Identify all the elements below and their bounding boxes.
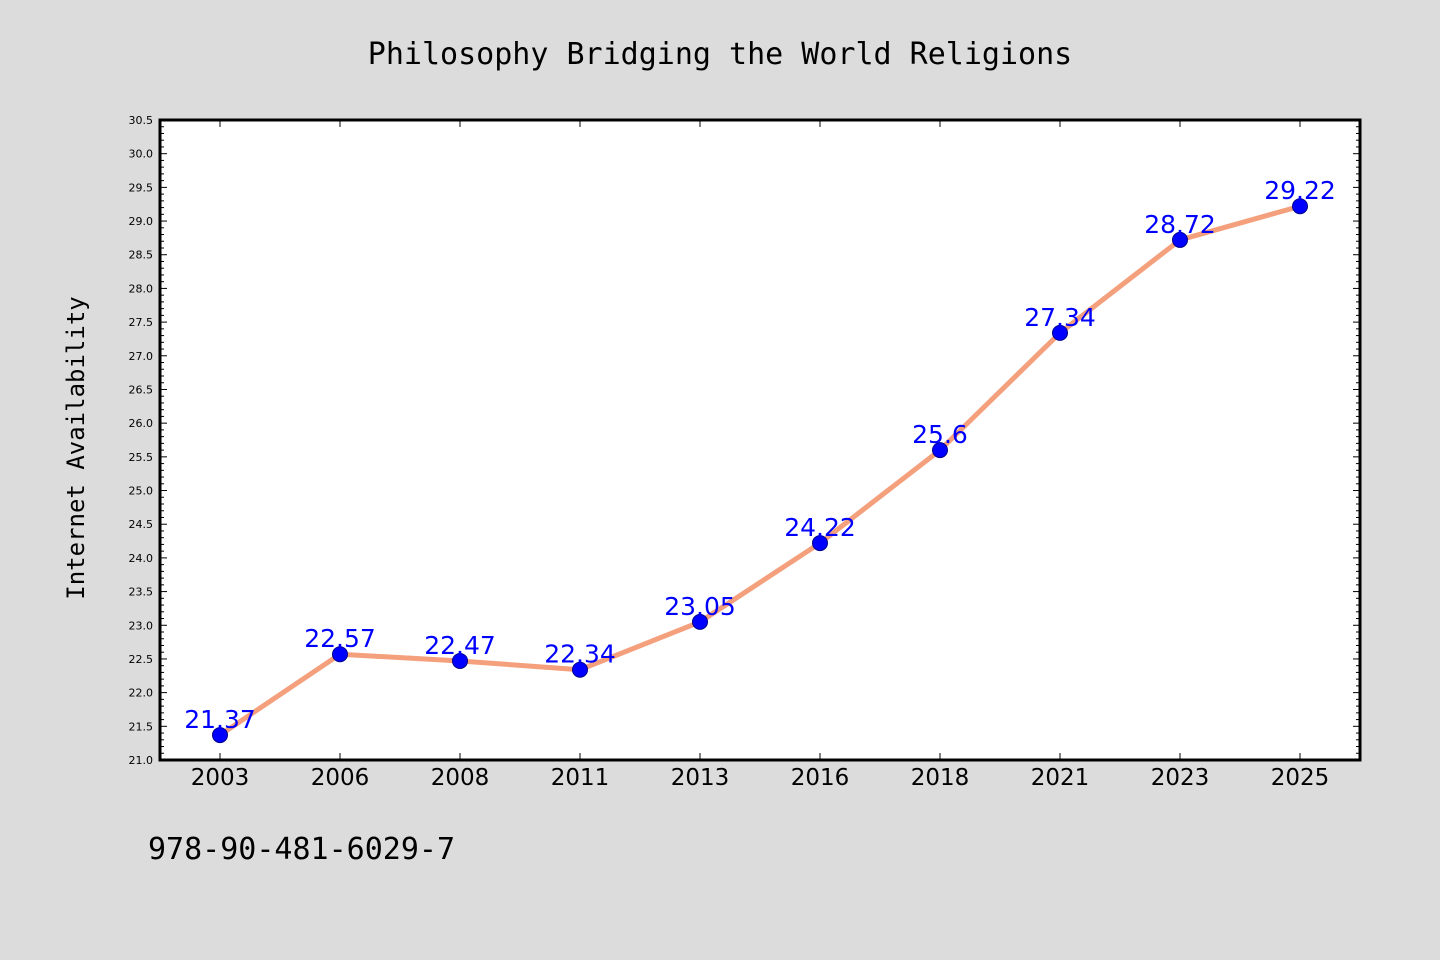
y-tick-label: 25.5 (129, 451, 154, 464)
x-tick-label: 2016 (791, 765, 850, 791)
data-labels: 21.37 22.57 22.47 22.34 23.05 24.22 25.6 27.34 2… (184, 176, 1336, 734)
isbn-footnote: 978-90-481-6029-7 (148, 832, 456, 867)
data-point (692, 613, 708, 630)
y-tick-label: 21.0 (129, 754, 154, 767)
y-tick-label: 24.5 (129, 518, 154, 531)
x-tick-label: 2023 (1151, 765, 1210, 791)
data-point (572, 661, 588, 678)
x-tick-label: 2021 (1031, 765, 1090, 791)
y-tick-label: 28.0 (129, 282, 154, 295)
data-point (452, 652, 468, 669)
data-label: 27.34 (1024, 303, 1096, 332)
y-tick-label: 30.0 (129, 148, 154, 161)
y-tick-label: 27.5 (129, 316, 154, 329)
series-line (217, 203, 1303, 738)
x-axis: 2003 2006 2008 2011 2013 2016 2018 2021 2023 2025 (191, 120, 1330, 791)
y-tick-label: 23.5 (129, 586, 154, 599)
x-tick-label: 2018 (911, 765, 970, 791)
y-tick-label: 21.5 (129, 720, 154, 733)
plot-frame (158, 118, 1362, 762)
data-point (932, 442, 948, 459)
data-label: 28.72 (1144, 210, 1216, 239)
x-tick-label: 2011 (551, 765, 610, 791)
y-tick-label: 23.0 (129, 619, 154, 632)
y-axis-label: Internet Availability (62, 296, 90, 599)
chart-title: Philosophy Bridging the World Religions (368, 37, 1072, 72)
data-point (332, 646, 348, 663)
data-point (212, 727, 228, 744)
data-point (812, 535, 828, 552)
y-axis: 21.0 21.5 22.0 22.5 23.0 23.5 24.0 24.5 25.0 25.5… (129, 114, 1360, 767)
y-tick-label: 27.0 (129, 350, 154, 363)
x-tick-label: 2025 (1271, 765, 1330, 791)
data-label: 22.34 (544, 640, 616, 669)
data-point (1052, 324, 1068, 341)
data-point (1292, 198, 1308, 215)
y-tick-label: 29.5 (129, 181, 154, 194)
x-tick-label: 2006 (311, 765, 370, 791)
data-label: 22.47 (424, 631, 496, 660)
y-tick-label: 26.5 (129, 383, 154, 396)
data-label: 23.05 (664, 592, 736, 621)
data-markers (212, 198, 1308, 744)
data-label: 22.57 (304, 624, 376, 653)
y-tick-label: 22.0 (129, 687, 154, 700)
x-tick-label: 2008 (431, 765, 490, 791)
data-label: 24.22 (784, 513, 856, 542)
y-tick-label: 25.0 (129, 485, 154, 498)
y-tick-label: 22.5 (129, 653, 154, 666)
y-tick-label: 28.5 (129, 249, 154, 262)
data-label: 29.22 (1264, 176, 1336, 205)
x-tick-label: 2003 (191, 765, 250, 791)
y-tick-label: 29.0 (129, 215, 154, 228)
y-tick-label: 30.5 (129, 114, 154, 127)
x-tick-label: 2013 (671, 765, 730, 791)
data-label: 21.37 (184, 705, 256, 734)
data-label: 25.6 (912, 420, 968, 449)
data-point (1172, 231, 1188, 248)
y-tick-label: 24.0 (129, 552, 154, 565)
y-tick-label: 26.0 (129, 417, 154, 430)
